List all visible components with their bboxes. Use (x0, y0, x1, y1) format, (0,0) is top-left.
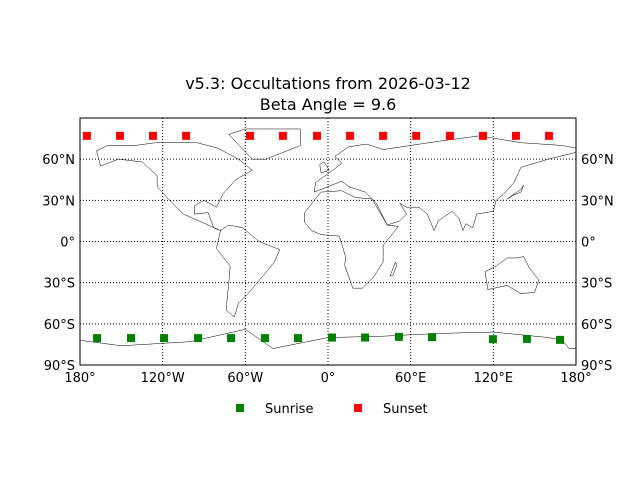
sunset-marker (278, 131, 287, 140)
sunrise-marker (556, 335, 565, 344)
sunrise-marker (488, 335, 497, 344)
sunset-marker (346, 131, 355, 140)
sunset-marker (149, 131, 158, 140)
sunrise-marker (227, 334, 236, 343)
y-tick-label-left: 90°S (44, 359, 75, 374)
y-tick-label-left: 0° (60, 236, 75, 251)
gridlines (80, 118, 576, 365)
sunset-marker (82, 131, 91, 140)
chart-subtitle: Beta Angle = 9.6 (260, 95, 397, 114)
coastline (506, 185, 524, 200)
sunset-marker (412, 131, 421, 140)
coastline (313, 135, 577, 232)
y-tick-label-right: 30°S (581, 277, 612, 292)
legend-marker-sunrise (236, 404, 244, 412)
sunset-marker (479, 131, 487, 140)
coastline (216, 224, 281, 318)
coastline (304, 190, 399, 289)
sunrise-marker (394, 332, 403, 341)
sunrise-marker (261, 334, 270, 343)
y-tick-label-left: 60°N (42, 153, 75, 168)
y-tick-label-right: 0° (581, 236, 596, 251)
y-tick-label-right: 30°N (581, 194, 614, 209)
sunset-marker (246, 131, 255, 140)
coastline (228, 128, 301, 160)
sunrise-marker (93, 334, 102, 343)
legend-label-sunset: Sunset (383, 402, 428, 417)
sunrise-marker (361, 333, 370, 342)
sunset-marker (445, 131, 454, 140)
x-tick-label: 60°W (227, 371, 263, 386)
tick-labels: 90°S 90°S 60°S 60°S 30°S 30°S 0° 0° 30°N 30°N 60°N… (42, 153, 614, 386)
sunrise-marker (194, 334, 203, 343)
sunrise-marker (160, 334, 169, 343)
legend-label-sunrise: Sunrise (265, 402, 313, 417)
map-frame (79, 117, 577, 366)
markers (82, 131, 565, 344)
sunset-marker (115, 131, 124, 140)
x-tick-label: 120°W (141, 371, 185, 386)
y-tick-label-right: 60°N (581, 153, 614, 168)
sunset-marker (312, 131, 321, 140)
y-tick-label-left: 30°S (44, 277, 75, 292)
x-tick-label: 120°E (474, 371, 514, 386)
x-tick-label: 180° (560, 371, 591, 386)
x-tick-label: 60°E (395, 371, 426, 386)
sunrise-marker (293, 334, 302, 343)
y-tick-label-left: 30°N (42, 194, 75, 209)
legend-marker-sunset (354, 404, 362, 412)
coastline (96, 142, 253, 231)
sunset-marker (511, 131, 520, 140)
x-tick-label: 180° (64, 371, 95, 386)
sunrise-marker (327, 333, 336, 342)
x-tick-label: 0° (321, 371, 336, 386)
legend: Sunrise Sunset (236, 402, 428, 417)
sunrise-marker (126, 334, 135, 343)
sunset-marker (379, 131, 388, 140)
chart-title: v5.3: Occultations from 2026-03-12 (185, 74, 471, 93)
coastline (319, 161, 330, 174)
y-tick-label-right: 60°S (581, 318, 612, 333)
coastline (389, 261, 398, 277)
coastline (484, 256, 540, 294)
sunrise-marker (522, 334, 531, 343)
sunset-marker (182, 131, 191, 140)
y-tick-label-left: 60°S (44, 318, 75, 333)
y-tick-label-right: 90°S (581, 359, 612, 374)
sunrise-marker (428, 333, 437, 342)
sunset-marker (544, 131, 553, 140)
